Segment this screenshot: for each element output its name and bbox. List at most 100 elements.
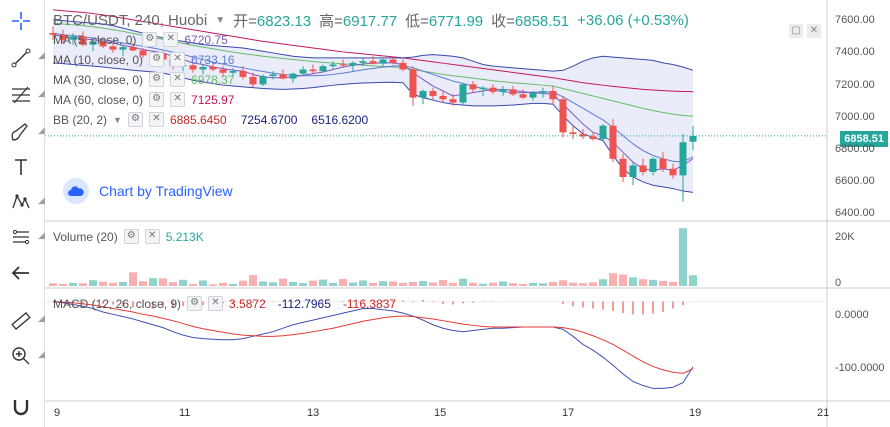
volume-bar: [389, 281, 397, 286]
settings-icon[interactable]: ⚙: [142, 32, 158, 47]
volume-bar: [459, 278, 467, 286]
candle: [339, 64, 347, 66]
candle: [359, 61, 367, 63]
candle: [289, 73, 297, 79]
fib-retracement-tool-icon[interactable]: [4, 80, 38, 110]
low-label: 低=: [405, 13, 429, 30]
candle: [569, 132, 577, 134]
volume-bar: [339, 278, 347, 286]
volume-axis-label: 20K: [835, 231, 855, 243]
volume-bar: [199, 280, 207, 286]
volume-bar: [79, 283, 87, 286]
settings-icon[interactable]: ⚙: [149, 92, 165, 107]
indicator-name: MA (60, close, 0): [53, 92, 144, 107]
tool-expand-caret[interactable]: ◢: [38, 349, 45, 359]
close-icon[interactable]: ✕: [148, 112, 164, 127]
settings-icon[interactable]: ⚙: [127, 112, 143, 127]
text-tool-icon[interactable]: [4, 152, 38, 182]
close-icon[interactable]: ✕: [163, 32, 179, 47]
volume-bar: [529, 282, 537, 286]
symbol-title[interactable]: BTC/USDT, 240, Huobi: [53, 12, 208, 29]
ma60-line: [52, 9, 694, 93]
settings-icon[interactable]: ⚙: [187, 296, 203, 311]
tool-expand-caret[interactable]: ◢: [38, 313, 45, 323]
indicator-ma5-legend[interactable]: MA (5, close, 0) ⚙ ✕ 6720.75: [53, 32, 228, 47]
prediction-tool-icon[interactable]: [4, 222, 38, 252]
close-icon[interactable]: ✕: [144, 229, 160, 244]
back-arrow-icon[interactable]: [4, 258, 38, 288]
volume-bar: [349, 282, 357, 286]
indicator-name: Volume (20): [53, 229, 118, 244]
volume-bar: [479, 283, 487, 286]
candle: [209, 66, 217, 70]
volume-bar: [439, 280, 447, 286]
candle: [549, 90, 557, 100]
low-value: 6771.99: [428, 13, 484, 30]
volume-legend[interactable]: Volume (20) ⚙ ✕ 5.213K: [53, 229, 204, 244]
magnet-icon[interactable]: [4, 393, 38, 423]
crosshair-tool-icon[interactable]: [4, 6, 38, 36]
symbol-caret-icon[interactable]: ▼: [215, 15, 226, 26]
pattern-tool-icon[interactable]: [4, 187, 38, 217]
trendline-tool-icon[interactable]: [4, 43, 38, 73]
close-icon[interactable]: ✕: [170, 52, 186, 67]
tool-expand-caret[interactable]: ◢: [38, 230, 45, 240]
tool-expand-caret[interactable]: ◢: [38, 88, 45, 98]
indicator-bb-legend[interactable]: BB (20, 2) ▼ ⚙ ✕ 6885.6450 7254.6700 651…: [53, 112, 368, 127]
volume-bar: [69, 282, 77, 286]
indicator-ma60-legend[interactable]: MA (60, close, 0) ⚙ ✕ 7125.97: [53, 92, 234, 107]
volume-bar: [469, 282, 477, 286]
candle: [349, 62, 357, 66]
zoom-in-icon[interactable]: [4, 341, 38, 371]
volume-bar: [599, 279, 607, 286]
volume-bar: [239, 280, 247, 286]
macd-signal-value: -116.3837: [342, 296, 397, 311]
indicator-ma30-legend[interactable]: MA (30, close, 0) ⚙ ✕ 6978.37: [53, 72, 234, 87]
macd-line: [52, 301, 694, 389]
indicator-ma10-legend[interactable]: MA (10, close, 0) ⚙ ✕ 6733.16: [53, 52, 234, 67]
volume-bar: [329, 282, 337, 286]
volume-bar: [579, 283, 587, 286]
time-axis-label: 9: [54, 407, 61, 419]
tool-expand-caret[interactable]: ◢: [38, 50, 45, 60]
symbol-header: BTC/USDT, 240, Huobi ▼ 开=6823.13 高=6917.…: [53, 10, 689, 31]
candle: [109, 46, 117, 50]
maximize-icon[interactable]: ▢: [789, 24, 803, 38]
candle: [509, 89, 517, 95]
macd-legend[interactable]: MACD (12, 26, close, 9) ⚙ ✕ 3.5872 -112.…: [53, 296, 396, 311]
candle: [649, 158, 657, 173]
candle: [219, 69, 227, 73]
candle: [609, 125, 617, 159]
close-pane-icon[interactable]: ✕: [807, 24, 821, 38]
volume-bar: [179, 279, 187, 286]
candle: [539, 90, 547, 93]
candle: [299, 69, 307, 74]
settings-icon[interactable]: ⚙: [123, 229, 139, 244]
tool-expand-caret[interactable]: ◢: [38, 125, 45, 135]
tradingview-watermark[interactable]: Chart by TradingView: [63, 178, 233, 204]
candle: [249, 76, 257, 85]
chevron-down-icon[interactable]: ▼: [113, 114, 122, 125]
settings-icon[interactable]: ⚙: [149, 72, 165, 87]
price-axis-label: 7400.00: [835, 46, 875, 58]
volume-bar: [679, 228, 687, 286]
close-icon[interactable]: ✕: [170, 72, 186, 87]
brush-tool-icon[interactable]: [4, 117, 38, 147]
candle: [119, 47, 127, 50]
candle: [489, 87, 497, 92]
settings-icon[interactable]: ⚙: [149, 52, 165, 67]
candle: [269, 74, 277, 77]
chart-canvas[interactable]: [45, 0, 890, 427]
ruler-tool-icon[interactable]: [4, 306, 38, 336]
close-icon[interactable]: ✕: [170, 92, 186, 107]
volume-bar: [359, 280, 367, 286]
price-axis-label: 6600.00: [835, 175, 875, 187]
candle: [639, 165, 647, 173]
candle: [369, 61, 377, 64]
volume-bar: [99, 281, 107, 286]
close-icon[interactable]: ✕: [208, 296, 224, 311]
chart-area[interactable]: BTC/USDT, 240, Huobi ▼ 开=6823.13 高=6917.…: [45, 0, 890, 427]
volume-bar: [669, 281, 677, 286]
volume-bar: [519, 283, 527, 286]
tool-expand-caret[interactable]: ◢: [38, 195, 45, 205]
